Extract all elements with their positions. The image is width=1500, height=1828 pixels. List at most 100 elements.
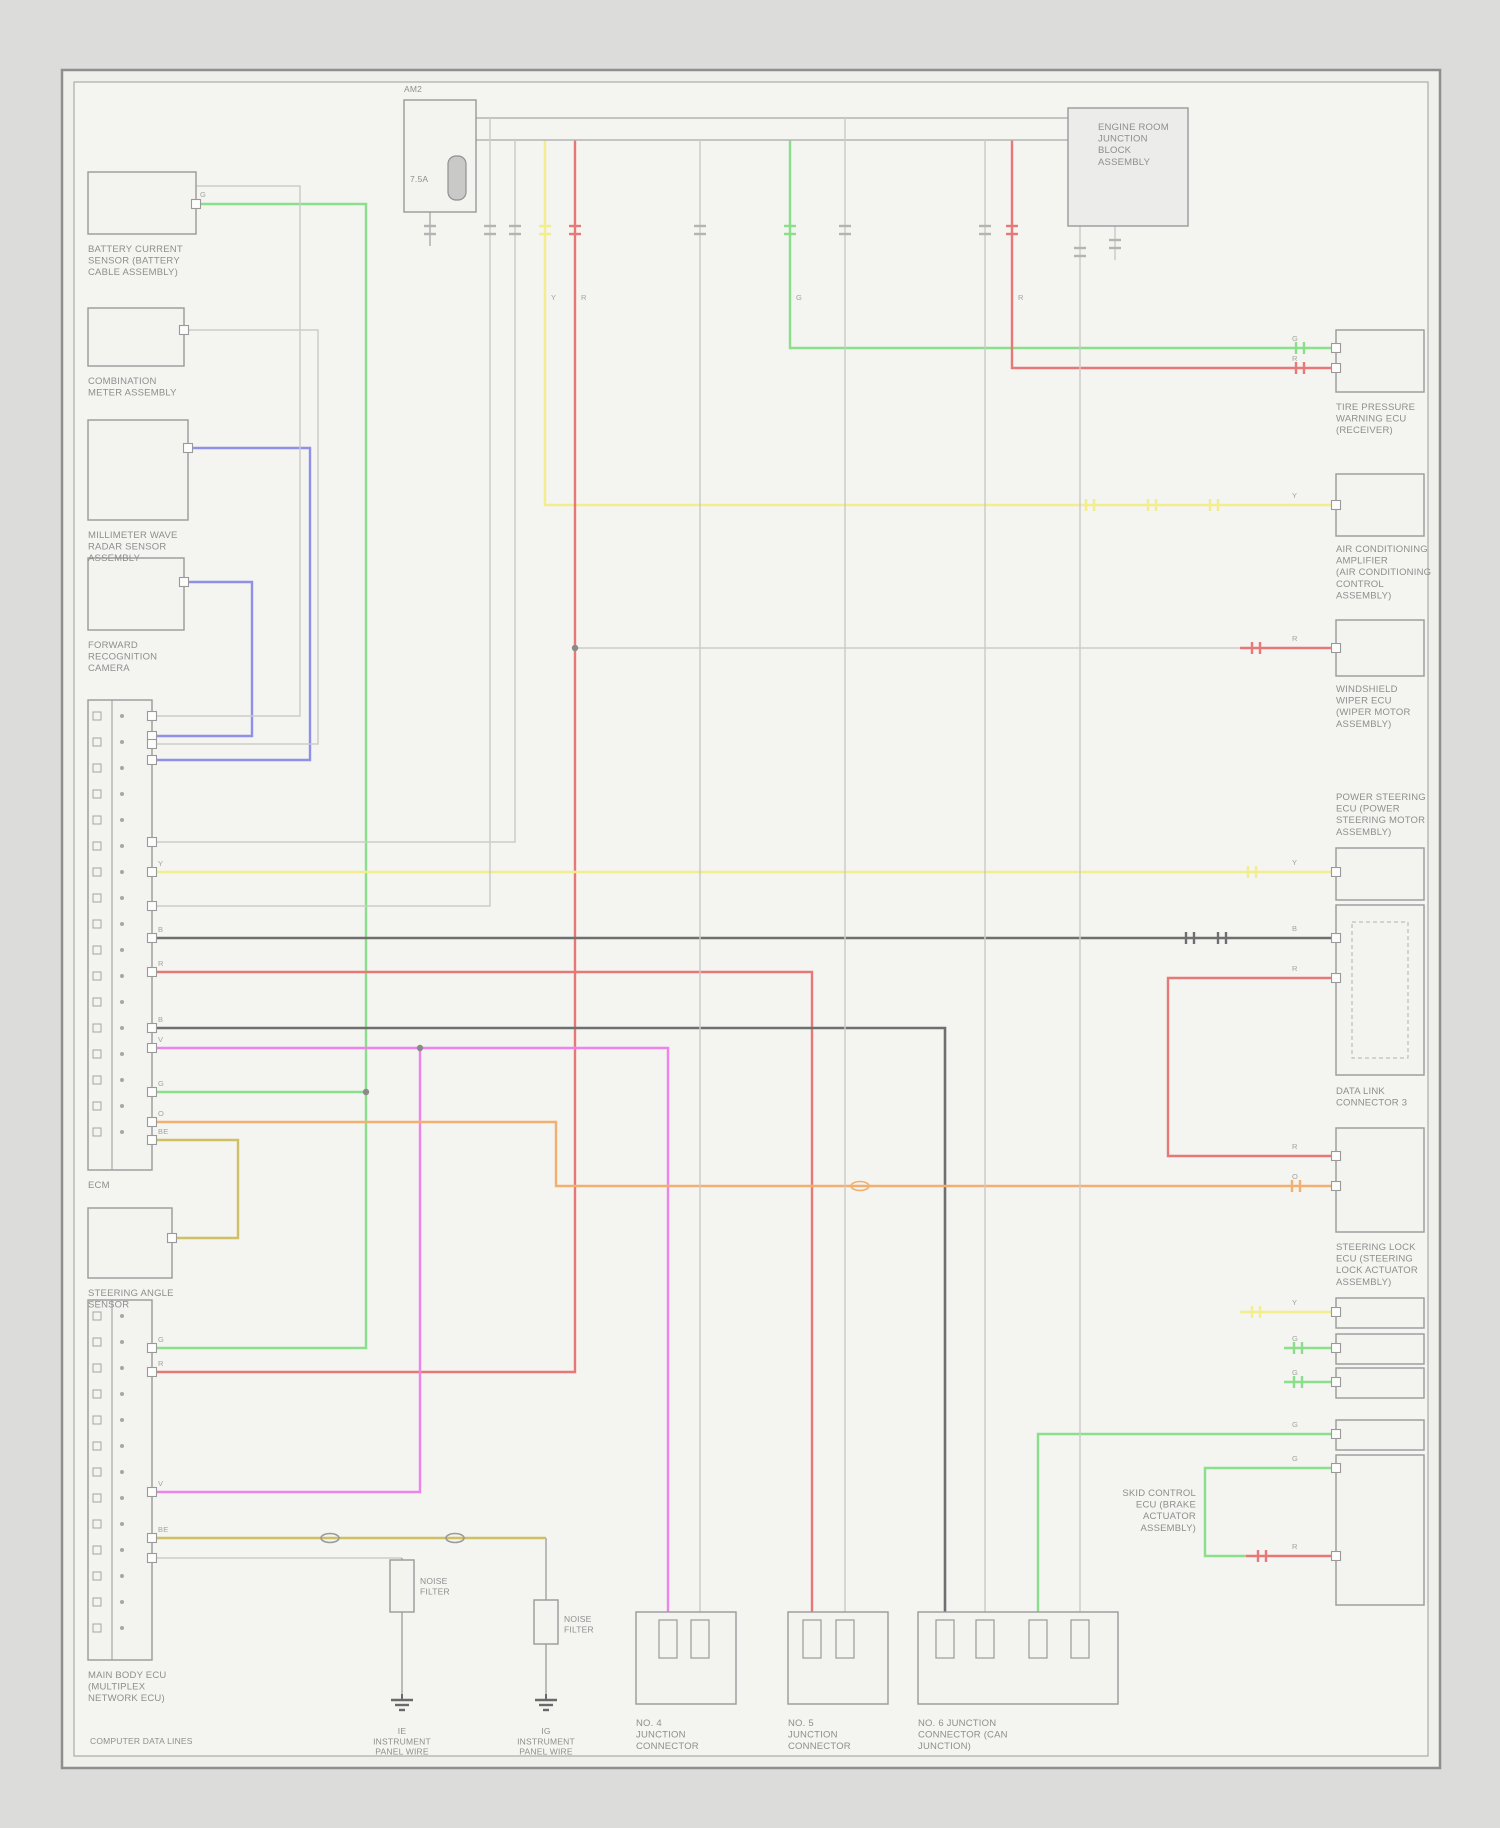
wire-code-label: O [158,1109,164,1118]
block-slot [658,1619,678,1659]
strip-pin [92,1311,102,1321]
strip-pin [92,1337,102,1347]
wire-red-top-feed [1010,140,1336,370]
pin-pad [182,442,194,454]
pin-pad [146,866,158,878]
component-label: IE INSTRUMENT PANEL WIRE [373,1726,431,1757]
strip-pin-dot [120,1392,124,1396]
pin-pad [146,900,158,912]
component-label: NO. 4 JUNCTION CONNECTOR [636,1718,699,1752]
strip-pin [92,763,102,773]
strip-pin [92,815,102,825]
pin-pad [1330,642,1342,654]
strip-pin [92,711,102,721]
strip-pin-dot [120,1574,124,1578]
component-label: IG INSTRUMENT PANEL WIRE [517,1726,575,1757]
strip-pin-dot [120,1078,124,1082]
strip-pin [92,1101,102,1111]
component-label: TIRE PRESSURE WARNING ECU (RECEIVER) [1336,402,1415,436]
wire-code-label: Y [158,859,163,868]
pin-pad [146,1086,158,1098]
wire-green-battery-loop [152,202,368,1350]
pin-pad [146,1022,158,1034]
strip-pin [92,1441,102,1451]
strip-pin-dot [120,740,124,744]
sheet-inner-border [73,81,1429,1757]
block-slot [802,1619,822,1659]
wire-code-label: Y [1292,858,1297,867]
wire-code-label: G [158,1335,164,1344]
strip-pin [92,789,102,799]
strip-pin-dot [120,1340,124,1344]
component-label: BATTERY CURRENT SENSOR (BATTERY CABLE ASSE… [88,244,183,278]
pin-pad [146,754,158,766]
pin-pad [1330,1462,1342,1474]
wire-code-label: O [1292,1172,1298,1181]
component-label: ECM [88,1180,110,1191]
strip-pin [92,1467,102,1477]
component-label: WINDSHIELD WIPER ECU (WIPER MOTOR ASSEMBLY) [1336,684,1411,730]
wire-code-label: BE [158,1525,168,1534]
wire-code-label: BE [158,1127,168,1136]
strip-pin-dot [120,1600,124,1604]
strip-pin-dot [120,844,124,848]
wire-code-label: R [1292,1142,1298,1151]
wire-code-label: B [158,925,163,934]
block-slot [935,1619,955,1659]
strip-pin-dot [120,1470,124,1474]
pin-pad [146,1116,158,1128]
strip-pin [92,1623,102,1633]
strip-pin-dot [120,1104,124,1108]
wire-code-label: R [581,293,587,302]
block-slot [975,1619,995,1659]
pin-pad [146,1342,158,1354]
component-label: NO. 6 JUNCTION CONNECTOR (CAN JUNCTION) [918,1718,1008,1752]
component-label: MAIN BODY ECU (MULTIPLEX NETWORK ECU) [88,1670,166,1704]
pin-pad [190,198,202,210]
pin-pad [146,836,158,848]
wire-green-skid-loop [1203,1466,1336,1558]
pin-pad [1330,1342,1342,1354]
strip-pin-dot [120,1522,124,1526]
component-power-steering-ecu [1335,847,1425,901]
wire-drop-490 [152,118,491,907]
pin-pad [146,1042,158,1054]
wire-code-label: R [1292,354,1298,363]
strip-pin [92,893,102,903]
pin-pad [1330,1550,1342,1562]
component-noise-filter-2 [533,1599,559,1645]
wire-can-low-bus [152,1026,947,1620]
strip-pin [92,1127,102,1137]
pin-pad [1330,1306,1342,1318]
pin-pad [1330,1150,1342,1162]
strip-pin [92,841,102,851]
fuse-element [447,155,467,201]
strip-pin-dot [120,1366,124,1370]
component-skid-control-ecu [1335,1454,1425,1606]
strip-pin-dot [120,1026,124,1030]
wire-code-label: G [1292,1420,1298,1429]
wire-orange-run [152,1120,1336,1188]
wire-code-label: R [158,959,164,968]
block-slot [835,1619,855,1659]
pin-pad [1330,866,1342,878]
strip-pin-dot [120,792,124,796]
wire-yellow-top-feed [543,140,1336,507]
component-label: NOISE FILTER [564,1614,594,1634]
component-noise-filter-1 [389,1559,415,1613]
pin-pad [1330,932,1342,944]
wire-code-label: G [1292,1454,1298,1463]
component-ac-amplifier [1335,473,1425,537]
pin-pad [146,1486,158,1498]
component-main-body-ecu [87,1299,153,1661]
component-label: STEERING LOCK ECU (STEERING LOCK ACTUATOR A… [1336,1242,1418,1288]
strip-pin-dot [120,714,124,718]
wire-code-label: V [158,1479,163,1488]
strip-pin [92,1597,102,1607]
wire-battery-loop-2 [152,185,301,717]
wire-code-label: B [158,1015,163,1024]
pin-pad [146,932,158,944]
strip-pin [92,737,102,747]
component-label: ENGINE ROOM JUNCTION BLOCK ASSEMBLY [1098,122,1169,168]
